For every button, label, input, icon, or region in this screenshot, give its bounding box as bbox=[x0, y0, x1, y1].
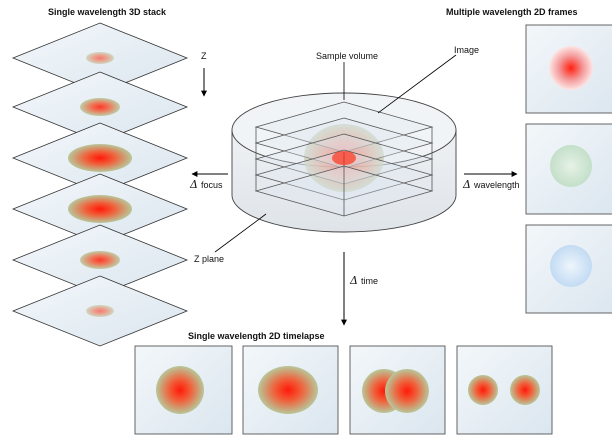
wavelength-frame-green bbox=[525, 123, 612, 215]
wavelength-frame-blue bbox=[525, 224, 612, 314]
timelapse-frame bbox=[456, 345, 553, 435]
focus-text: focus bbox=[200, 180, 223, 190]
multi-wavelength-title: Multiple wavelength 2D frames bbox=[446, 7, 578, 17]
stack-title: Single wavelength 3D stack bbox=[48, 7, 167, 17]
z-plane-pointer bbox=[214, 213, 267, 253]
stack-plane bbox=[11, 275, 189, 347]
delta-symbol: Δ bbox=[350, 274, 358, 287]
image-pointer bbox=[377, 54, 457, 114]
timelapse-frames bbox=[134, 345, 553, 435]
image-label: Image bbox=[454, 45, 480, 55]
delta-symbol: Δ bbox=[190, 178, 198, 191]
sample-volume-label: Sample volume bbox=[316, 51, 379, 61]
stack-plane bbox=[11, 122, 189, 194]
wavelength-frames bbox=[525, 24, 612, 314]
wavelength-text: wavelength bbox=[473, 180, 520, 190]
wavelength-frame-red bbox=[525, 24, 612, 114]
time-text: time bbox=[360, 276, 378, 286]
timelapse-frame bbox=[134, 345, 233, 435]
timelapse-frame bbox=[242, 345, 339, 435]
sample-volume-cylinder bbox=[231, 92, 457, 233]
z-stack bbox=[11, 22, 189, 347]
stack-plane bbox=[11, 224, 189, 296]
z-label: Z bbox=[201, 51, 207, 61]
timelapse-frame bbox=[349, 345, 446, 435]
timelapse-title: Single wavelength 2D timelapse bbox=[188, 331, 325, 341]
stack-plane bbox=[11, 173, 189, 245]
z-plane-label: Z plane bbox=[194, 254, 225, 264]
delta-symbol: Δ bbox=[463, 178, 471, 191]
